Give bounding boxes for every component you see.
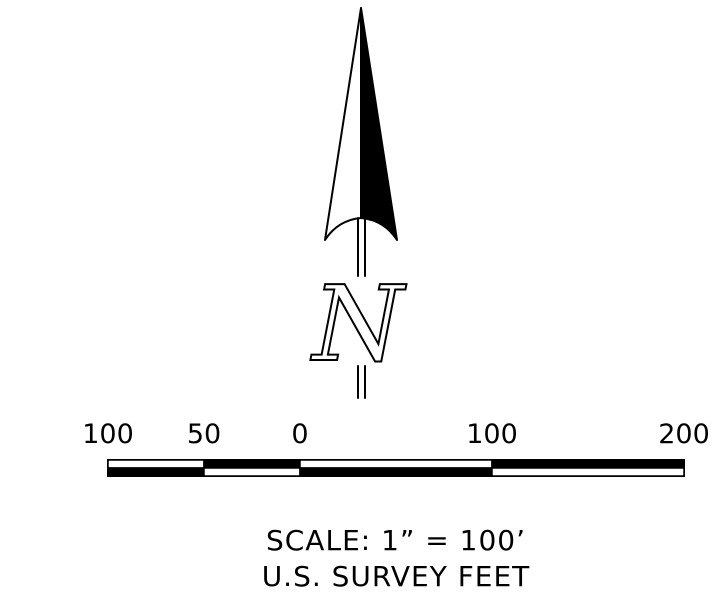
north-arrow-left-half <box>324 7 362 241</box>
scale-bar <box>107 459 685 477</box>
scale-bar-segment-upper <box>107 459 205 469</box>
scale-bar-segment-upper <box>491 459 685 469</box>
scale-bar-segment-lower <box>491 467 685 477</box>
scale-tick-label: 0 <box>291 419 309 450</box>
scale-bar-segment-upper <box>299 459 493 469</box>
scale-tick-label: 50 <box>186 419 222 450</box>
units-caption: U.S. SURVEY FEET <box>261 560 531 593</box>
scale-tick-label: 100 <box>82 419 134 450</box>
scale-tick-label: 200 <box>658 419 710 450</box>
scale-caption: SCALE: 1” = 100’ <box>265 524 527 557</box>
north-letter: N <box>310 263 407 385</box>
north-arrow <box>324 7 398 399</box>
scale-bar-segment-lower <box>203 467 301 477</box>
north-arrow-right-half <box>360 7 398 241</box>
scale-bar-segment-lower <box>299 467 493 477</box>
scale-bar-segment-lower <box>107 467 205 477</box>
scale-bar-segment-upper <box>203 459 301 469</box>
scale-tick-label: 100 <box>466 419 518 450</box>
